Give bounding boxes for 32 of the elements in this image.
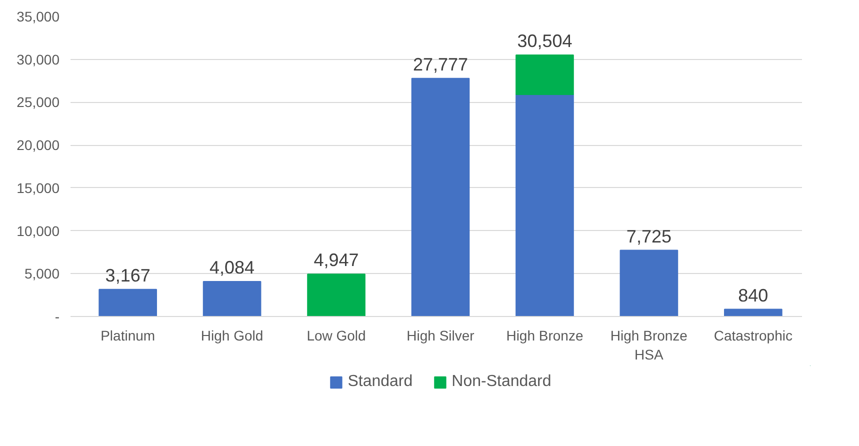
bar (411, 78, 470, 316)
total-label: 30,504 (517, 31, 572, 52)
y-tick-label: 10,000 (16, 222, 60, 239)
bar (516, 94, 574, 316)
total-label: 7,725 (626, 226, 672, 246)
x-tick-label: High Bronze HSA (610, 328, 688, 363)
x-tick-label: Platinum (100, 328, 156, 344)
x-tick-label: Low Gold (306, 328, 366, 344)
total-label: 27,777 (412, 54, 468, 74)
x-tick-label: Catastrophic (714, 328, 792, 344)
total-label: 4,947 (314, 250, 359, 270)
bar (98, 288, 157, 316)
y-tick-label: 15,000 (16, 180, 60, 196)
total-label: 3,167 (105, 265, 150, 286)
total-label: 4,084 (210, 257, 255, 278)
total-label: 840 (738, 285, 768, 306)
x-tick-label: High Gold (200, 328, 264, 344)
y-tick-label: 5,000 (24, 266, 60, 282)
x-tick-label: High Bronze (506, 328, 584, 344)
y-tick-label: 35,000 (16, 8, 60, 24)
legend-label: Non-Standard (452, 373, 552, 391)
y-tick-label: 25,000 (16, 94, 60, 110)
legend-label: Standard (348, 373, 413, 391)
y-tick-label: - (54, 308, 60, 324)
bar (307, 274, 366, 316)
x-tick-label: High Silver (406, 328, 475, 344)
y-tick-label: 20,000 (16, 137, 60, 154)
bar (620, 250, 678, 316)
bar (202, 280, 262, 316)
bar (724, 308, 782, 316)
bar (516, 54, 574, 95)
y-tick-label: 30,000 (16, 51, 60, 68)
